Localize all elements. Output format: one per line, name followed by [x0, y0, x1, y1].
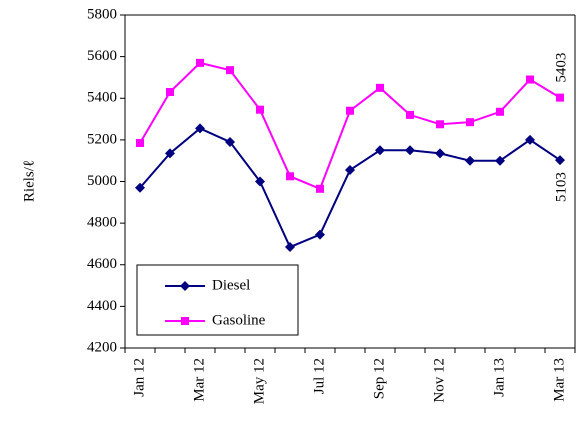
y-tick-label: 4600 — [87, 256, 117, 272]
data-point — [135, 182, 145, 193]
x-tick-label: May 12 — [251, 358, 267, 404]
legend-label: Diesel — [212, 277, 250, 293]
legend-box — [136, 264, 299, 336]
data-point — [166, 88, 174, 97]
x-tick-label: Mar 13 — [551, 358, 567, 402]
data-point — [495, 155, 505, 166]
y-axis-label: Riels/ℓ — [21, 160, 37, 202]
data-point — [526, 75, 534, 84]
data-point — [225, 136, 235, 147]
y-tick-label: 5600 — [87, 48, 117, 64]
data-point — [256, 105, 264, 114]
data-point — [496, 107, 504, 116]
data-point — [226, 66, 234, 75]
data-point — [376, 83, 384, 92]
y-tick-label: 4400 — [87, 298, 117, 314]
data-point — [465, 155, 475, 166]
y-tick-label: 5400 — [87, 90, 117, 106]
y-tick-label: 5200 — [87, 131, 117, 147]
y-tick-label: 4200 — [87, 339, 117, 355]
data-point — [255, 176, 265, 187]
y-tick-label: 5800 — [87, 6, 117, 22]
legend-marker — [181, 317, 189, 325]
data-point — [466, 118, 474, 127]
data-label: 5103 — [553, 172, 569, 202]
x-tick-label: Sep 12 — [371, 358, 387, 399]
x-tick-label: Jul 12 — [311, 358, 327, 394]
legend-label: Gasoline — [212, 312, 266, 328]
data-point — [196, 58, 204, 67]
data-point — [406, 110, 414, 119]
data-point — [286, 172, 294, 181]
data-point — [375, 145, 385, 156]
data-point — [555, 155, 565, 166]
data-point — [316, 184, 324, 193]
data-point — [405, 145, 415, 156]
x-tick-label: Nov 12 — [431, 358, 447, 403]
data-point — [136, 138, 144, 147]
y-tick-label: 4800 — [87, 215, 117, 231]
x-tick-label: Jan 13 — [491, 358, 507, 397]
data-point — [435, 148, 445, 159]
data-point — [345, 165, 355, 176]
x-tick-label: Mar 12 — [191, 358, 207, 402]
series-line — [139, 127, 561, 249]
x-tick-label: Jan 12 — [131, 358, 147, 397]
data-point — [346, 106, 354, 115]
data-point — [556, 93, 564, 102]
data-point — [285, 242, 295, 253]
data-point — [525, 134, 535, 145]
data-point — [165, 148, 175, 159]
data-point — [195, 123, 205, 134]
data-point — [315, 229, 325, 240]
data-point — [436, 120, 444, 129]
legend-marker — [180, 281, 190, 291]
y-tick-label: 5000 — [87, 173, 117, 189]
data-label: 5403 — [553, 53, 569, 83]
